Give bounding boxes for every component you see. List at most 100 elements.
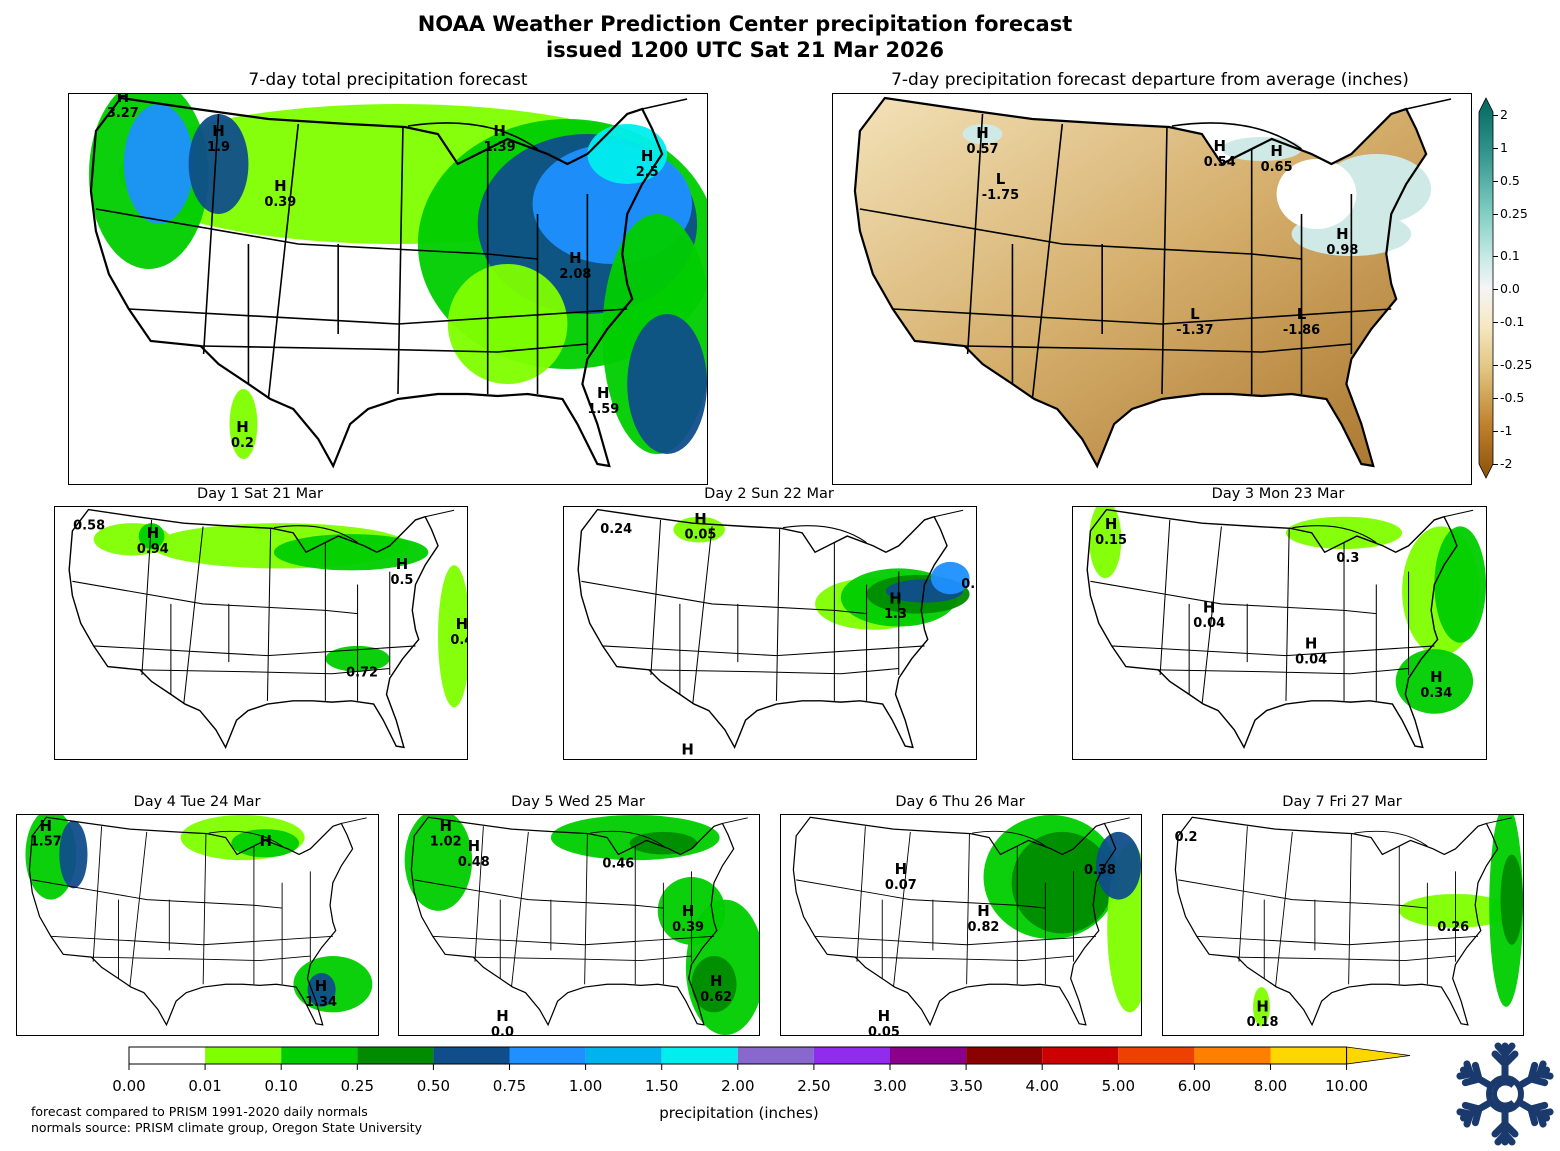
extreme-value: 0.05 [685, 528, 717, 543]
extreme-label: H 0.07 [885, 860, 917, 893]
state-borders [95, 113, 628, 400]
extreme-label: H 0.18 [1247, 997, 1279, 1030]
panel-title: 7-day precipitation forecast departure f… [891, 70, 1409, 90]
daily-precip-map: H 1.57 H H 1.34 [16, 814, 379, 1036]
extreme-label: H 0.05 [685, 510, 717, 543]
colorbar-tick-label: 3.00 [873, 1077, 907, 1095]
colorbar-segment [813, 1047, 890, 1064]
departure-tick [1493, 464, 1498, 465]
extreme-type: H [117, 94, 130, 106]
svg-text:H0.48: H 0.48 [458, 837, 490, 870]
land-departure-fill [854, 98, 1427, 466]
extreme-value: 0.24 [600, 522, 632, 537]
extreme-value: -1.86 [1283, 323, 1320, 338]
colorbar-tick-label: 0.25 [340, 1077, 374, 1095]
colorbar-tick-label: 6.00 [1177, 1077, 1212, 1095]
precip-area [273, 534, 429, 571]
extreme-value: 0.82 [968, 920, 1000, 935]
colorbar-extend-arrow [1346, 1046, 1411, 1065]
extreme-label: H 1.3 [884, 589, 907, 622]
colorbar-tick-label: 10.00 [1325, 1077, 1369, 1095]
panel-title: 7-day total precipitation forecast [248, 70, 528, 90]
svg-text:H0.04: H 0.04 [1295, 635, 1327, 668]
extreme-label: H 2.08 [559, 249, 591, 282]
state-borders [1178, 826, 1479, 988]
extreme-label: H 0.82 [968, 902, 1000, 935]
extreme-label: H 1.57 [30, 817, 62, 850]
canada-border [590, 817, 748, 847]
extreme-label: L -1.37 [1176, 305, 1213, 338]
extreme-value: 1.57 [30, 835, 62, 850]
extreme-type: H [976, 124, 989, 142]
extreme-type: H [40, 817, 52, 835]
extreme-label: H 0.2 [231, 418, 254, 451]
colorbar-segment [737, 1047, 814, 1064]
daily-precip-map: H 1.02 H 0.48 0.46 H 0.39 H 0.62 H 0.0 [398, 814, 760, 1036]
extreme-value: 0.46 [602, 857, 634, 872]
colorbar-tick-label: 1.00 [568, 1077, 603, 1095]
extreme-value: 0.26 [1437, 920, 1469, 935]
extreme-value: 0.39 [264, 195, 296, 210]
departure-tick [1493, 115, 1498, 116]
extreme-value: -1.37 [1176, 323, 1213, 338]
extreme-type: H [260, 832, 272, 850]
extreme-value: 0.58 [73, 519, 105, 534]
extreme-type: H [889, 589, 901, 607]
colorbar-tick-label: 0.50 [416, 1077, 451, 1095]
wet-anomaly-area [962, 124, 1003, 144]
extreme-value: 3.27 [107, 106, 139, 121]
departure-tick-label: 0.0 [1500, 281, 1520, 296]
svg-text:H2.5: H 2.5 [636, 147, 659, 180]
extreme-label: H 0.98 [1326, 225, 1358, 258]
extreme-value: 0.05 [868, 1025, 900, 1035]
panel-title: Day 3 Mon 23 Mar [1211, 486, 1345, 502]
extreme-label: 0.24 [600, 522, 632, 537]
colorbar-segment [1270, 1047, 1347, 1064]
colorbar-segment [1194, 1047, 1271, 1064]
precip-area [1253, 987, 1270, 1027]
svg-text:H0.62: H 0.62 [700, 972, 732, 1005]
precip-colorbar-label: precipitation (inches) [659, 1104, 819, 1122]
precip-area [59, 820, 88, 889]
svg-text:0.46: 0.46 [602, 857, 634, 872]
extreme-type: H [274, 177, 287, 195]
colorbar-tick-label: 2.50 [797, 1077, 831, 1095]
precip-area [123, 104, 194, 224]
colorbar-segment [661, 1047, 738, 1064]
extreme-type: L [1190, 305, 1200, 323]
extreme-value: 0.04 [1193, 616, 1225, 631]
departure-tick [1493, 148, 1498, 149]
svg-text:0.3: 0.3 [1336, 551, 1359, 566]
extreme-label: H 1.34 [305, 977, 337, 1010]
precip-area [229, 389, 258, 459]
us-outline [577, 508, 948, 750]
us-outline [89, 96, 664, 469]
extreme-label: H 0.62 [700, 972, 732, 1005]
extreme-type: H [1305, 635, 1317, 653]
svg-text:H0.82: H 0.82 [968, 902, 1000, 935]
precip-area [1434, 526, 1486, 643]
svg-text:0.72: 0.72 [346, 665, 378, 680]
extreme-value: 0.57 [967, 142, 999, 157]
svg-text:H0.05: H 0.05 [685, 510, 717, 543]
svg-text:H0.39: H 0.39 [672, 902, 704, 935]
departure-tick [1493, 256, 1498, 257]
extreme-label: 0.46 [602, 857, 634, 872]
state-borders [859, 113, 1392, 400]
precip-area [691, 956, 737, 1013]
extreme-type: H [1105, 515, 1117, 533]
extreme-type: H [895, 860, 907, 878]
extreme-label: H 0.04 [1193, 598, 1225, 631]
extreme-label: H 0.48 [458, 837, 490, 870]
departure-tick-label: -1 [1500, 423, 1513, 438]
svg-text:H0.65: H 0.65 [1261, 142, 1293, 175]
departure-map: H 0.57 L -1.75 H 0.54 H 0.65 H 0.98 L -1.37 L -1.86 [832, 93, 1472, 485]
precip-area [438, 565, 467, 708]
extreme-value: 0.0 [491, 1025, 514, 1035]
us-outline [28, 816, 354, 1027]
colorbar-tick-label: 0.01 [188, 1077, 222, 1095]
extreme-type: H [977, 902, 989, 920]
extreme-type: H [456, 615, 467, 633]
precip-area [930, 561, 970, 595]
